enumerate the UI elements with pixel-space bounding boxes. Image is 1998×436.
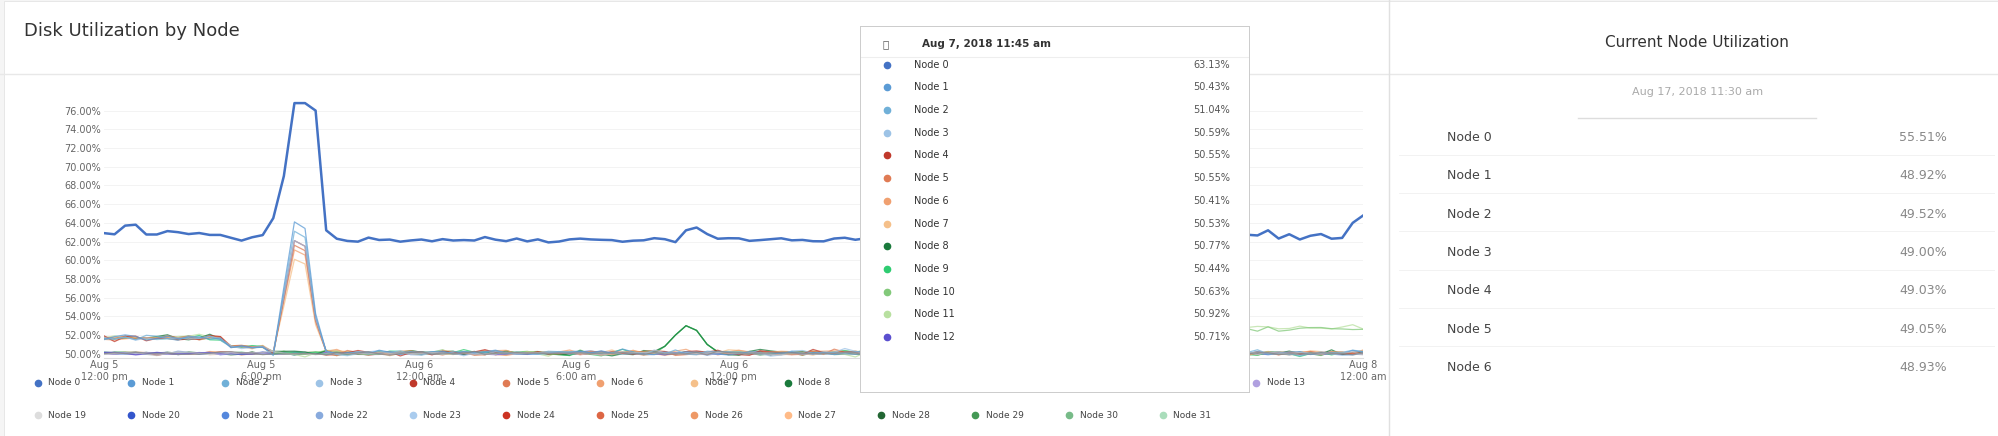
Text: Node 11: Node 11 xyxy=(1079,378,1117,387)
Text: 50.41%: 50.41% xyxy=(1193,196,1229,206)
Text: Node 31: Node 31 xyxy=(1173,411,1211,420)
Text: Node 1: Node 1 xyxy=(913,82,949,92)
Text: Node 12: Node 12 xyxy=(1173,378,1211,387)
Text: Node 8: Node 8 xyxy=(797,378,831,387)
Text: 50.53%: 50.53% xyxy=(1193,218,1229,228)
Text: Node 6: Node 6 xyxy=(1447,361,1491,374)
Text: 49.05%: 49.05% xyxy=(1898,323,1946,336)
Text: Node 20: Node 20 xyxy=(142,411,180,420)
Text: 48.93%: 48.93% xyxy=(1898,361,1946,374)
Text: Node 26: Node 26 xyxy=(705,411,741,420)
Text: Node 4: Node 4 xyxy=(1447,284,1491,297)
Text: Node 6: Node 6 xyxy=(913,196,949,206)
Text: Node 13: Node 13 xyxy=(1267,378,1305,387)
Text: Node 3: Node 3 xyxy=(913,128,949,138)
Text: Disk Utilization by Node: Disk Utilization by Node xyxy=(24,22,240,40)
Text: 50.44%: 50.44% xyxy=(1193,264,1229,274)
Text: 51.04%: 51.04% xyxy=(1193,105,1229,115)
Text: 49.00%: 49.00% xyxy=(1898,246,1946,259)
Text: 📅: 📅 xyxy=(883,39,889,49)
Text: Node 22: Node 22 xyxy=(330,411,368,420)
Text: Node 3: Node 3 xyxy=(1447,246,1491,259)
Text: 50.55%: 50.55% xyxy=(1193,150,1229,160)
Text: Node 1: Node 1 xyxy=(142,378,174,387)
Text: 48.92%: 48.92% xyxy=(1898,169,1946,182)
Text: Node 19: Node 19 xyxy=(48,411,86,420)
Text: Node 4: Node 4 xyxy=(913,150,949,160)
Text: Node 10: Node 10 xyxy=(913,287,955,296)
Text: Aug 7, 2018 11:45 am: Aug 7, 2018 11:45 am xyxy=(921,39,1051,49)
Text: 50.92%: 50.92% xyxy=(1193,310,1229,320)
Text: Node 2: Node 2 xyxy=(1447,208,1491,221)
Text: Node 12: Node 12 xyxy=(913,332,955,342)
Text: Aug 17, 2018 11:30 am: Aug 17, 2018 11:30 am xyxy=(1630,87,1762,97)
Text: Node 28: Node 28 xyxy=(891,411,929,420)
Text: Node 29: Node 29 xyxy=(985,411,1023,420)
Text: Node 7: Node 7 xyxy=(913,218,949,228)
Text: 50.71%: 50.71% xyxy=(1193,332,1229,342)
Text: Node 0: Node 0 xyxy=(48,378,80,387)
Text: Node 5: Node 5 xyxy=(517,378,549,387)
Text: Node 0: Node 0 xyxy=(1447,131,1491,144)
Text: 50.43%: 50.43% xyxy=(1193,82,1229,92)
Text: 50.77%: 50.77% xyxy=(1193,241,1229,251)
Text: Current Node Utilization: Current Node Utilization xyxy=(1604,35,1788,50)
Text: 55.51%: 55.51% xyxy=(1898,131,1946,144)
Text: 63.13%: 63.13% xyxy=(1193,60,1229,70)
Text: Node 11: Node 11 xyxy=(913,310,955,320)
Text: Node 10: Node 10 xyxy=(985,378,1023,387)
Text: Node 8: Node 8 xyxy=(913,241,949,251)
Text: Node 6: Node 6 xyxy=(611,378,643,387)
Text: Node 0: Node 0 xyxy=(913,60,949,70)
Text: Node 5: Node 5 xyxy=(913,173,949,183)
Text: Node 2: Node 2 xyxy=(913,105,949,115)
Text: Node 7: Node 7 xyxy=(705,378,737,387)
Text: 50.55%: 50.55% xyxy=(1193,173,1229,183)
Text: 49.52%: 49.52% xyxy=(1898,208,1946,221)
Text: Node 27: Node 27 xyxy=(797,411,835,420)
Text: Node 2: Node 2 xyxy=(236,378,268,387)
Text: Node 24: Node 24 xyxy=(517,411,555,420)
Text: Node 30: Node 30 xyxy=(1079,411,1117,420)
Text: 50.59%: 50.59% xyxy=(1193,128,1229,138)
Text: Node 3: Node 3 xyxy=(330,378,362,387)
Text: Node 25: Node 25 xyxy=(611,411,649,420)
Text: Node 1: Node 1 xyxy=(1447,169,1491,182)
Text: Node 9: Node 9 xyxy=(913,264,949,274)
Text: 50.63%: 50.63% xyxy=(1193,287,1229,296)
Text: Node 23: Node 23 xyxy=(424,411,462,420)
Text: Node 21: Node 21 xyxy=(236,411,274,420)
Text: Node 5: Node 5 xyxy=(1447,323,1491,336)
Text: 49.03%: 49.03% xyxy=(1898,284,1946,297)
Text: Node 9: Node 9 xyxy=(891,378,923,387)
Text: Node 4: Node 4 xyxy=(424,378,456,387)
